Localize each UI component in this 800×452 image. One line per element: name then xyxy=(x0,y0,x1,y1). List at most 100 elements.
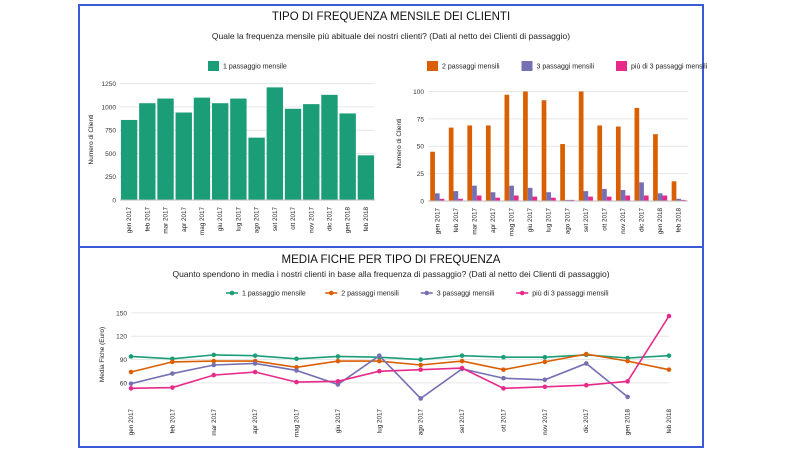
chart2-legend-swatch xyxy=(616,61,627,71)
chart3-data-point xyxy=(294,368,299,373)
chart2-bar xyxy=(615,126,621,201)
chart2-bar xyxy=(583,191,589,201)
chart2-y-tick-label: 0 xyxy=(420,199,424,206)
chart3-data-point xyxy=(501,386,506,391)
chart3-x-tick-label: gen 2017 xyxy=(128,409,135,436)
chart2-bar xyxy=(551,197,556,201)
chart3-y-tick-label: 120 xyxy=(116,334,127,341)
chart3-data-point xyxy=(335,354,341,359)
chart1-legend-swatch xyxy=(208,61,219,71)
chart2-bar xyxy=(490,192,496,201)
chart2-x-tick-label: gen 2018 xyxy=(657,208,664,235)
chart3-x-tick-label: mar 2017 xyxy=(211,409,218,436)
chart2-bar xyxy=(657,193,663,201)
chart3-legend-marker xyxy=(229,290,235,296)
chart1-bar xyxy=(139,103,156,200)
chart3-x-tick-label: mag 2017 xyxy=(294,409,301,438)
chart3-data-point xyxy=(501,367,506,372)
chart2-x-tick-label: ago 2017 xyxy=(564,208,571,235)
chart3-data-point xyxy=(335,358,341,364)
chart2-bar xyxy=(602,188,607,201)
chart3-data-point xyxy=(459,365,465,371)
chart2-bar xyxy=(439,198,445,201)
chart1-y-tick-label: 250 xyxy=(105,174,116,181)
chart1-x-tick-label: giu 2017 xyxy=(217,207,224,232)
chart1-x-tick-label: ago 2017 xyxy=(254,207,261,234)
chart1-bar xyxy=(357,155,375,200)
chart2-bar xyxy=(578,91,584,201)
chart1-x-tick-label: apr 2017 xyxy=(181,207,188,232)
chart2-y-tick-label: 50 xyxy=(417,144,425,151)
chart1-y-tick-label: 750 xyxy=(105,128,116,135)
chart1-x-tick-label: ott 2017 xyxy=(290,207,297,230)
chart2-x-tick-label: mag 2017 xyxy=(509,208,516,237)
chart3-data-point xyxy=(418,362,423,368)
chart2-bar xyxy=(588,196,593,201)
chart3-data-point xyxy=(501,375,506,381)
chart1-legend-label: 1 passaggio mensile xyxy=(223,64,287,71)
chart2-legend-swatch xyxy=(427,61,438,71)
chart2-bar xyxy=(560,144,565,201)
chart3-data-point xyxy=(625,358,630,364)
chart2-bar xyxy=(541,100,547,201)
chart2-x-tick-label: feb 2017 xyxy=(453,208,460,233)
chart2-legend-label: 3 passaggi mensili xyxy=(537,64,595,71)
chart3-legend-label: 2 passaggi mensili xyxy=(341,291,399,298)
chart3-data-point xyxy=(583,382,589,388)
chart3-legend-marker xyxy=(519,290,525,296)
chart3-data-point xyxy=(625,394,630,400)
chart2-y-tick-label: 100 xyxy=(413,89,424,96)
chart2-legend-swatch xyxy=(521,61,533,71)
chart2-bar xyxy=(606,196,612,201)
chart1-y-tick-label: 500 xyxy=(105,151,116,158)
chart3-y-tick-label: 150 xyxy=(116,310,127,317)
chart3-data-point xyxy=(542,377,548,383)
chart1-y-axis-label: Numero di Clienti xyxy=(88,115,95,165)
chart2-bar xyxy=(639,182,644,201)
chart1-x-tick-label: lug 2017 xyxy=(235,207,242,232)
chart1-bar xyxy=(230,98,247,200)
chart3-data-point xyxy=(377,353,382,358)
chart2-bar xyxy=(472,185,477,201)
chart1-bar xyxy=(211,103,229,200)
chart2-bar xyxy=(485,125,491,201)
chart2-bar xyxy=(569,199,575,201)
chart3-data-point xyxy=(335,379,341,384)
chart3-x-tick-label: set 2017 xyxy=(459,409,466,434)
chart3-data-point xyxy=(501,354,506,360)
chart1-x-tick-label: dic 2017 xyxy=(326,207,333,231)
chart1-y-tick-label: 0 xyxy=(112,198,116,205)
chart3-data-point xyxy=(128,386,134,391)
chart3-data-point xyxy=(459,358,465,364)
chart2-bar xyxy=(495,197,501,201)
chart1-x-tick-label: feb 2018 xyxy=(363,207,370,232)
chart3-data-point xyxy=(128,381,134,386)
chart3-data-point xyxy=(128,369,134,375)
chart1-bar xyxy=(175,112,192,200)
chart3-data-point xyxy=(211,362,217,368)
chart2-bar xyxy=(671,181,677,201)
chart3-data-point xyxy=(252,353,258,358)
chart3-data-point xyxy=(170,371,175,376)
chart2-x-tick-label: ott 2017 xyxy=(601,208,608,231)
chart3-y-tick-label: 90 xyxy=(120,357,128,364)
chart3-data-point xyxy=(666,313,672,319)
chart2-bar xyxy=(467,125,473,201)
chart3-data-point xyxy=(128,354,134,359)
chart3-data-point xyxy=(418,367,423,372)
chart1-bar xyxy=(248,137,265,200)
chart3-data-point xyxy=(459,353,465,358)
chart2-bar xyxy=(513,195,519,201)
chart2-bar xyxy=(434,193,440,201)
chart2-x-tick-label: feb 2018 xyxy=(676,208,683,233)
chart3-series-line xyxy=(130,353,670,373)
chart2-bar xyxy=(676,198,682,201)
chart2-bar xyxy=(597,125,603,201)
chart3-x-tick-label: giu 2017 xyxy=(335,409,342,434)
chart3-data-point xyxy=(666,367,672,372)
chart2-legend-label: più di 3 passaggi mensili xyxy=(631,64,708,71)
bottom-chart-subtitle: Quanto spendono in media i nostri client… xyxy=(172,269,610,279)
chart2-bar xyxy=(430,151,435,201)
top-chart-subtitle: Quale la frequenza mensile più abituale … xyxy=(211,31,571,41)
